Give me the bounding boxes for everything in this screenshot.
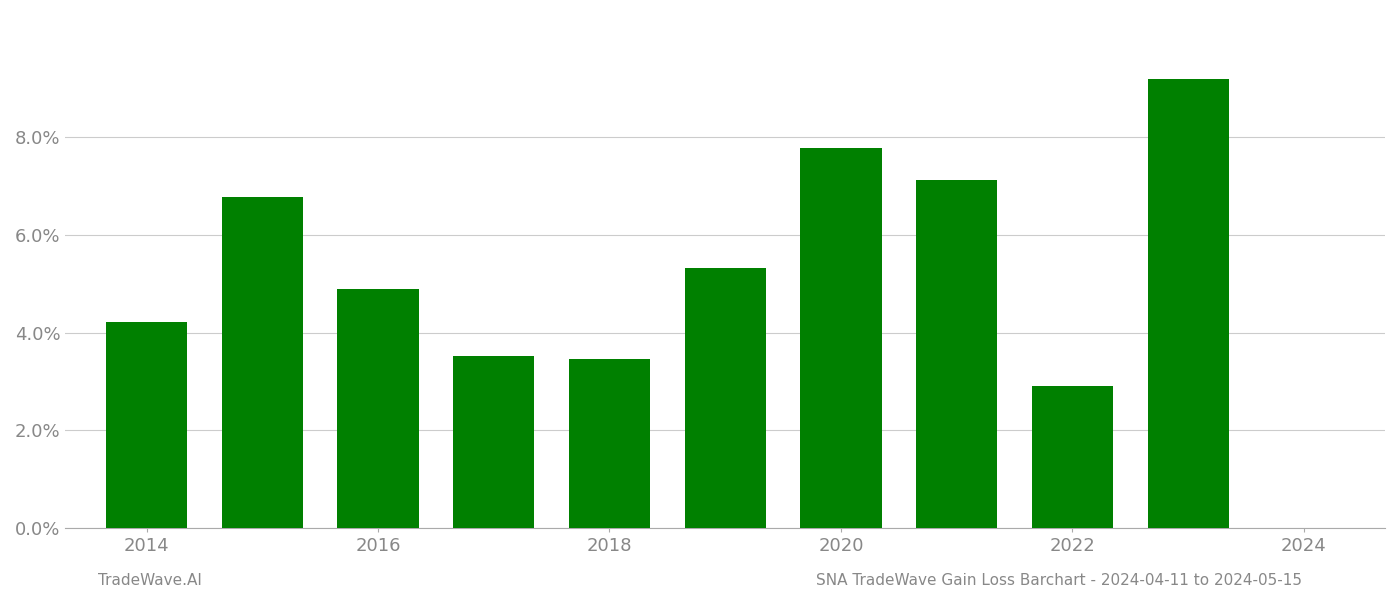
- Bar: [337, 289, 419, 528]
- Bar: [801, 148, 882, 528]
- Bar: [106, 322, 188, 528]
- Bar: [1148, 79, 1229, 528]
- Bar: [221, 197, 302, 528]
- Text: TradeWave.AI: TradeWave.AI: [98, 573, 202, 588]
- Bar: [1032, 386, 1113, 528]
- Bar: [685, 268, 766, 528]
- Text: SNA TradeWave Gain Loss Barchart - 2024-04-11 to 2024-05-15: SNA TradeWave Gain Loss Barchart - 2024-…: [816, 573, 1302, 588]
- Bar: [568, 359, 650, 528]
- Bar: [916, 180, 997, 528]
- Bar: [454, 356, 535, 528]
